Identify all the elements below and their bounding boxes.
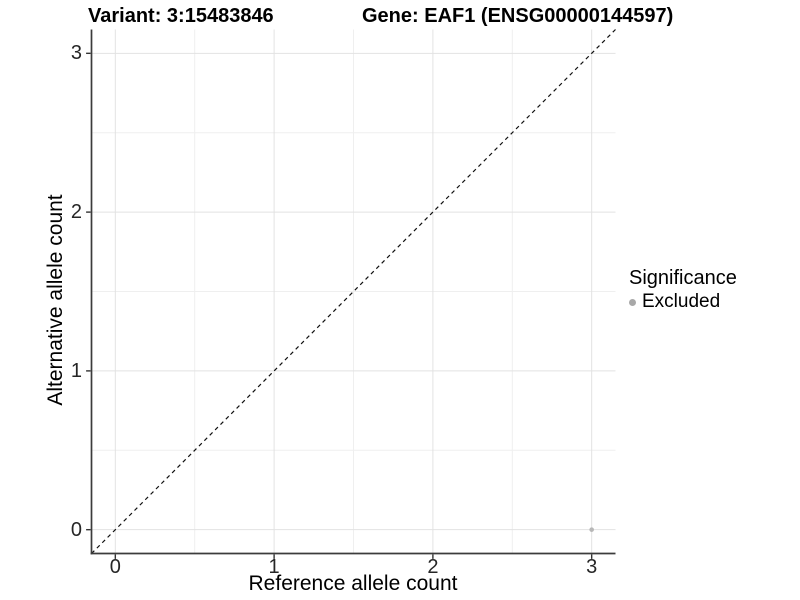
- y-tick-label: 0: [70, 518, 82, 541]
- y-axis-title: Alternative allele count: [44, 194, 67, 406]
- x-tick-label: 0: [109, 556, 121, 578]
- legend-point-icon: [629, 298, 636, 306]
- y-tick-label: 3: [70, 42, 82, 65]
- x-axis-title: Reference allele count: [248, 572, 458, 595]
- legend-title: Significance: [629, 267, 737, 289]
- plot-title-gene: Gene: EAF1 (ENSG00000144597): [362, 5, 674, 27]
- plot-title-variant: Variant: 3:15483846: [88, 5, 274, 27]
- data-point: [589, 527, 594, 532]
- y-tick-label: 1: [70, 359, 82, 382]
- x-tick-label: 1: [268, 556, 280, 578]
- legend-item-label: Excluded: [642, 291, 721, 312]
- x-tick-label: 3: [586, 556, 598, 578]
- legend-item-excluded: Excluded: [629, 292, 737, 312]
- x-tick-label: 2: [427, 556, 439, 578]
- identity-dashed-line: [91, 29, 616, 554]
- y-tick-label: 2: [70, 201, 82, 224]
- legend: Significance Excluded: [629, 266, 737, 312]
